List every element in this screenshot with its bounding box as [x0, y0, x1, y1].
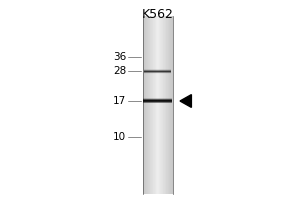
Bar — [144, 70, 171, 71]
Bar — [143, 16, 144, 194]
Bar — [146, 16, 147, 194]
Bar — [144, 71, 171, 72]
Bar — [147, 16, 148, 194]
Bar — [148, 16, 149, 194]
Bar — [150, 16, 151, 194]
Text: 10: 10 — [113, 132, 126, 142]
Polygon shape — [180, 95, 191, 107]
Bar — [158, 16, 159, 194]
Bar — [169, 16, 170, 194]
Bar — [146, 16, 147, 194]
Bar — [143, 101, 172, 102]
Bar — [157, 16, 158, 194]
Bar — [154, 16, 155, 194]
Bar — [170, 16, 171, 194]
Bar — [144, 16, 145, 194]
Bar — [165, 16, 166, 194]
Bar — [164, 16, 165, 194]
Bar — [160, 16, 161, 194]
Bar — [143, 103, 172, 104]
Bar — [143, 101, 172, 102]
Bar — [167, 16, 168, 194]
Bar — [169, 16, 170, 194]
Bar — [143, 98, 172, 99]
Bar — [171, 16, 172, 194]
Bar — [144, 73, 171, 74]
Bar — [145, 16, 146, 194]
Bar — [143, 100, 172, 101]
Text: 36: 36 — [113, 52, 126, 62]
Bar — [144, 71, 171, 72]
Bar — [143, 99, 172, 100]
Bar — [148, 16, 149, 194]
Bar — [153, 16, 154, 194]
Bar — [143, 98, 172, 99]
Bar — [161, 16, 162, 194]
Bar — [142, 16, 143, 194]
Bar — [144, 69, 171, 70]
Bar — [159, 16, 160, 194]
Bar — [168, 16, 169, 194]
Bar — [143, 102, 172, 103]
Bar — [144, 70, 171, 71]
Bar — [149, 16, 150, 194]
Bar — [158, 16, 159, 194]
Bar — [170, 16, 171, 194]
Bar — [149, 16, 150, 194]
Bar — [172, 16, 173, 194]
Bar — [162, 16, 163, 194]
Bar — [160, 16, 161, 194]
Bar — [144, 72, 171, 73]
Bar — [143, 99, 172, 100]
Text: 17: 17 — [113, 96, 126, 106]
Bar — [154, 16, 155, 194]
Bar — [156, 16, 157, 194]
Bar — [155, 16, 156, 194]
Text: 28: 28 — [113, 66, 126, 76]
Text: K562: K562 — [142, 8, 173, 21]
Bar — [143, 102, 172, 103]
Bar — [152, 16, 153, 194]
Bar — [164, 16, 165, 194]
Bar — [167, 16, 168, 194]
Bar — [144, 69, 171, 70]
Bar — [144, 73, 171, 74]
Bar — [144, 71, 171, 72]
Bar — [155, 16, 156, 194]
Bar — [144, 72, 171, 73]
Bar — [152, 16, 153, 194]
Bar — [151, 16, 152, 194]
Bar — [143, 16, 144, 194]
Bar — [143, 100, 172, 101]
Bar — [143, 98, 172, 99]
Bar — [163, 16, 164, 194]
Bar — [166, 16, 167, 194]
Bar — [161, 16, 162, 194]
